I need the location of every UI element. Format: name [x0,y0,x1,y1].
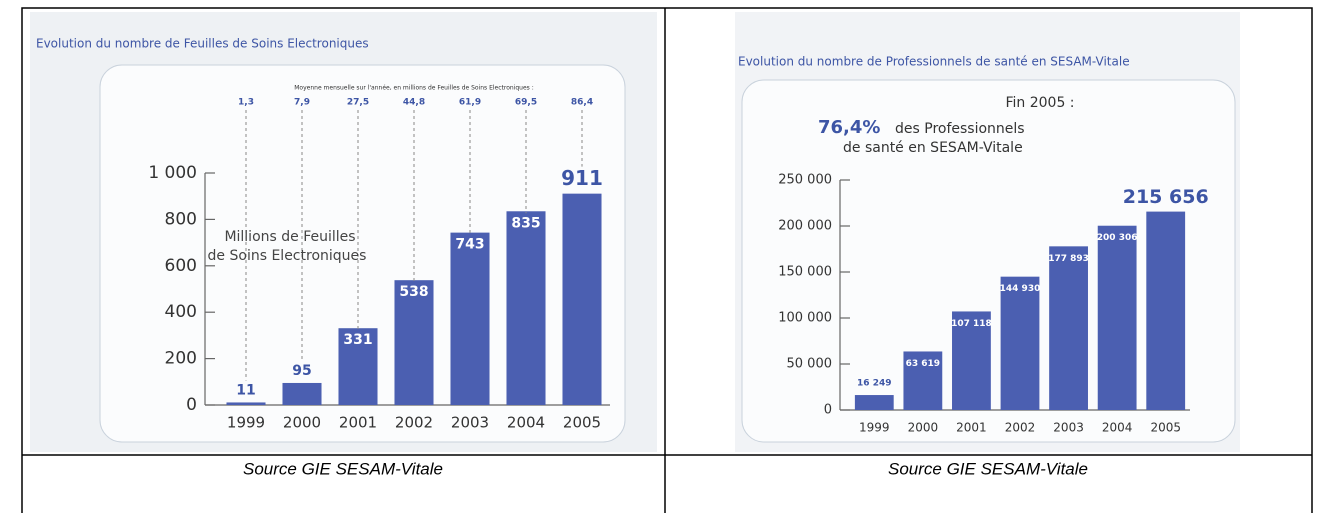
monthly-average: 7,9 [294,98,310,108]
x-tick-label: 2003 [451,414,489,432]
monthly-average: 27,5 [347,98,369,108]
monthly-average: 69,5 [515,98,537,108]
y-tick-label: 150 000 [778,265,832,280]
y-tick-label: 0 [186,395,197,415]
value-label: 215 656 [1123,186,1209,208]
value-label: 200 306 [1097,233,1138,243]
monthly-average: 86,4 [571,98,593,108]
x-tick-label: 2005 [563,414,601,432]
value-label: 331 [343,332,372,348]
y-tick-label: 800 [165,209,197,229]
bar [562,194,601,405]
monthly-average: 61,9 [459,98,481,108]
value-label: 177 893 [1048,254,1089,264]
caption: Source GIE SESAM-Vitale [888,459,1088,478]
bar [855,395,894,410]
annotation: des Professionnels [895,121,1025,137]
y-tick-label: 600 [165,256,197,276]
x-tick-label: 2001 [339,414,377,432]
y-tick-label: 0 [824,403,832,418]
x-tick-label: 1999 [859,421,890,435]
value-label: 63 619 [906,359,940,369]
bar [1001,277,1040,410]
y-tick-label: 100 000 [778,311,832,326]
y-tick-label: 200 000 [778,219,832,234]
x-tick-label: 2001 [956,421,987,435]
y-tick-label: 1 000 [148,163,197,183]
monthly-average: 44,8 [403,98,425,108]
bar [282,383,321,405]
x-tick-label: 2004 [1102,421,1133,435]
value-label: 743 [455,237,484,253]
bar [1146,212,1185,410]
value-label: 835 [511,215,540,231]
value-label: 95 [292,363,311,379]
annotation: 76,4% [818,117,880,138]
x-tick-label: 2000 [908,421,939,435]
bar [226,402,265,405]
value-label: 107 118 [951,319,992,329]
page: Source GIE SESAM-Vitale Source GIE SESAM… [0,0,1319,513]
annotation: de santé en SESAM-Vitale [843,140,1023,156]
bar [1098,226,1137,410]
bar [506,211,545,405]
x-tick-label: 2004 [507,414,545,432]
y-tick-label: 250 000 [778,173,832,188]
x-tick-label: 2002 [1005,421,1036,435]
annotation: de Soins Electroniques [208,248,367,264]
caption: Source GIE SESAM-Vitale [243,459,443,478]
chart-title: Evolution du nombre de Professionnels de… [738,55,1130,69]
bar [1049,246,1088,410]
bar [450,233,489,405]
y-tick-label: 200 [165,349,197,369]
chart-title: Evolution du nombre de Feuilles de Soins… [36,37,369,51]
x-tick-label: 2005 [1150,421,1181,435]
annotation: Millions de Feuilles [224,229,355,245]
x-tick-label: 1999 [227,414,265,432]
value-label: 16 249 [857,379,891,389]
annotation: Fin 2005 : [1005,95,1074,111]
chart-subtitle: Moyenne mensuelle sur l'année, en millio… [294,85,533,92]
value-label: 144 930 [1000,284,1041,294]
value-label: 538 [399,284,428,300]
x-tick-label: 2000 [283,414,321,432]
y-tick-label: 50 000 [787,357,833,372]
value-label: 911 [561,166,603,190]
x-tick-label: 2002 [395,414,433,432]
value-label: 11 [236,382,255,398]
x-tick-label: 2003 [1053,421,1084,435]
y-tick-label: 400 [165,302,197,322]
monthly-average: 1,3 [238,98,254,108]
